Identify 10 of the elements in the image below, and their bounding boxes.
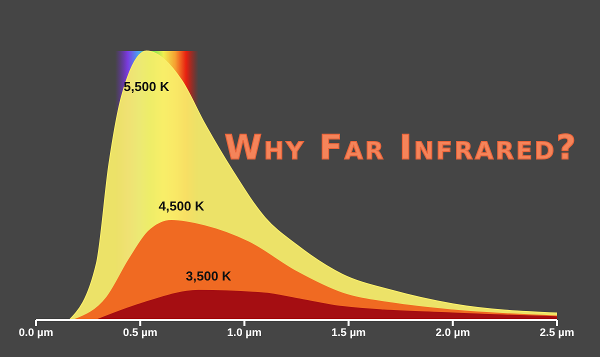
- x-tick-label: 2.0 µm: [436, 326, 470, 339]
- x-tick-label: 1.0 µm: [227, 326, 262, 339]
- x-tick-label: 1.5 µm: [331, 326, 366, 339]
- series-label: 3,500 K: [186, 268, 232, 284]
- series-label: 5,500 K: [124, 79, 170, 94]
- text: Why Far Infrared?: [224, 128, 578, 168]
- x-tick-label: 0.0 µm: [18, 326, 54, 339]
- series-label: 4,500 K: [158, 198, 205, 214]
- x-tick-label: 0.5 µm: [122, 326, 158, 339]
- x-tick-label: 2.5 µm: [540, 326, 574, 339]
